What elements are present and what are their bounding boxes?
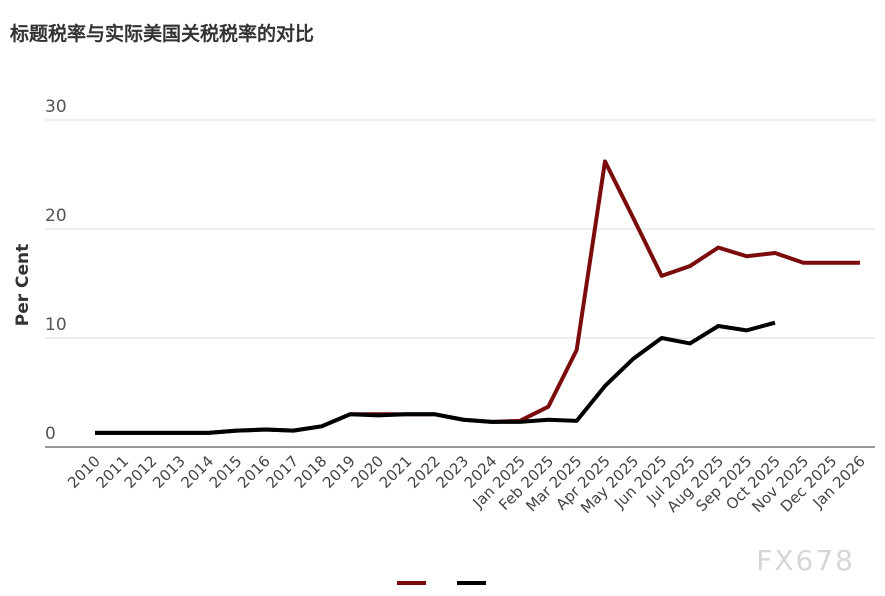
y-tick-label: 10 [45,315,67,335]
line-series [95,159,860,435]
y-tick-label: 20 [45,206,67,226]
line-series [95,320,776,435]
y-tick-label: 0 [45,424,56,444]
chart-title: 标题税率与实际美国关税税率的对比 [10,22,314,45]
y-axis-label: Per Cent [13,244,33,327]
y-tick-label: 30 [45,97,67,117]
watermark: FX678 [756,544,855,577]
